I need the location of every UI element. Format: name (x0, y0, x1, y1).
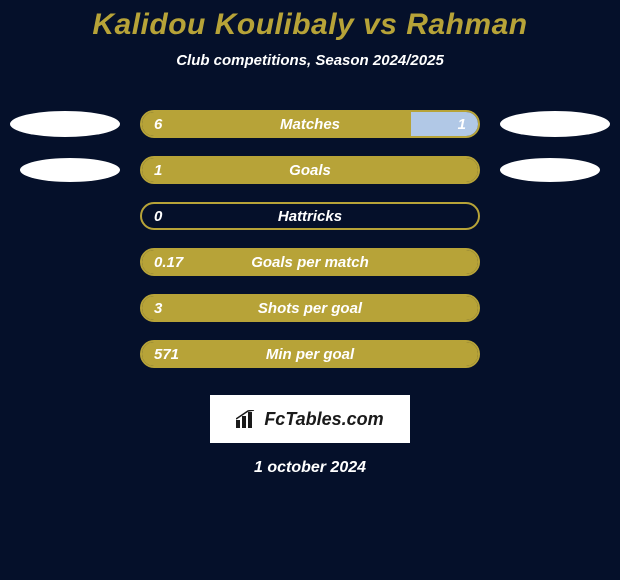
bar-chart-icon (236, 410, 258, 428)
stat-bar: Min per goal571 (140, 340, 480, 368)
stat-label: Goals (142, 158, 478, 182)
stat-label: Min per goal (142, 342, 478, 366)
chart-area: Matches61Goals1Hattricks0Goals per match… (0, 101, 620, 377)
stat-bar: Matches6 1 (140, 110, 480, 138)
stat-value-left: 0 (154, 204, 162, 228)
stat-value-left: 1 (154, 158, 162, 182)
stat-row: Hattricks0 (0, 193, 620, 239)
stat-label: Matches (142, 112, 478, 136)
stat-row: Shots per goal3 (0, 285, 620, 331)
stat-row: Goals per match0.17 (0, 239, 620, 285)
stat-label: Hattricks (142, 204, 478, 228)
stat-value-left: 571 (154, 342, 179, 366)
logo-text: FcTables.com (264, 409, 383, 430)
stat-row: Matches6 1 (0, 101, 620, 147)
stat-value-right: 1 (458, 112, 466, 136)
logo-box: FcTables.com (210, 395, 410, 443)
stat-value-left: 0.17 (154, 250, 183, 274)
stat-value-left: 3 (154, 296, 162, 320)
right-ellipse (500, 111, 610, 137)
stat-bar: Goals1 (140, 156, 480, 184)
stat-row: Goals1 (0, 147, 620, 193)
subtitle: Club competitions, Season 2024/2025 (0, 52, 620, 69)
stat-bar: Shots per goal3 (140, 294, 480, 322)
stat-value-left: 6 (154, 112, 162, 136)
left-ellipse (10, 111, 120, 137)
left-ellipse (20, 158, 120, 182)
right-ellipse (500, 158, 600, 182)
stat-bar: Goals per match0.17 (140, 248, 480, 276)
stat-bar: Hattricks0 (140, 202, 480, 230)
comparison-card: Kalidou Koulibaly vs Rahman Club competi… (0, 0, 620, 580)
stat-row: Min per goal571 (0, 331, 620, 377)
stat-label: Goals per match (142, 250, 478, 274)
stat-label: Shots per goal (142, 296, 478, 320)
footer-date: 1 october 2024 (0, 459, 620, 477)
page-title: Kalidou Koulibaly vs Rahman (0, 0, 620, 42)
